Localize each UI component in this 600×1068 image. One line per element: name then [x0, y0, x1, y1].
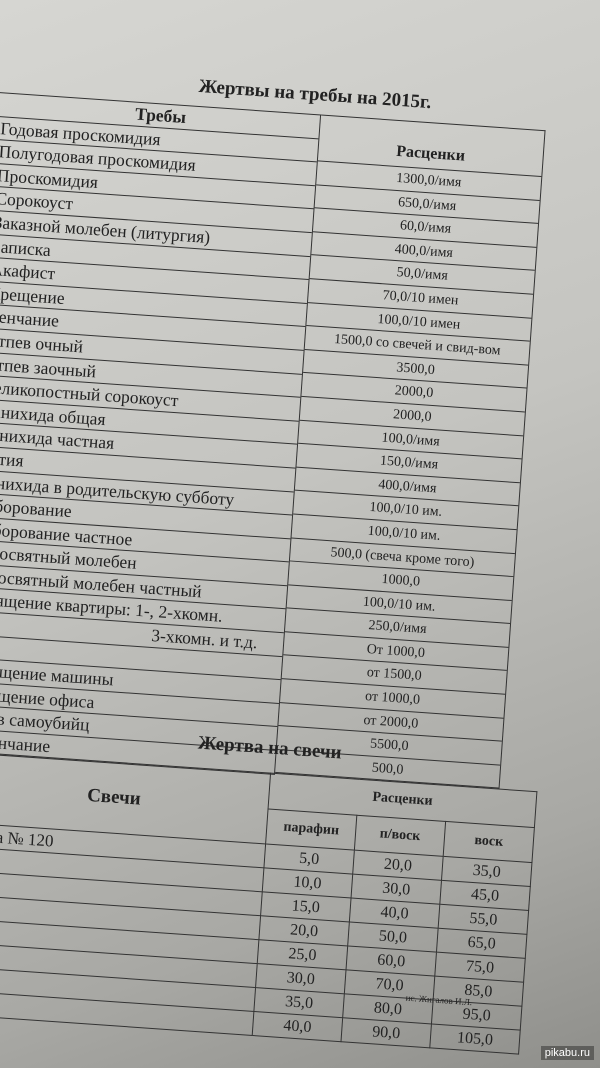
- price-list-sheet: Жертвы на требы на 2015г. Требы Годовая …: [0, 62, 600, 1055]
- services-column: Требы Годовая проскомидия Полугодовая про…: [0, 91, 322, 775]
- candles-table: Свечи Расценки парафин п/воск воск Свеча…: [0, 751, 537, 1055]
- semi-wax-header: п/воск: [354, 814, 446, 857]
- paraffin-price: 40,0: [252, 1011, 343, 1042]
- wax-price: 105,0: [429, 1023, 521, 1055]
- watermark: pikabu.ru: [540, 1046, 594, 1060]
- semi-wax-price: 90,0: [340, 1017, 432, 1048]
- prices-column: Расценки 1300,0/имя 650,0/имя 60,0/имя 400,…: [275, 114, 546, 790]
